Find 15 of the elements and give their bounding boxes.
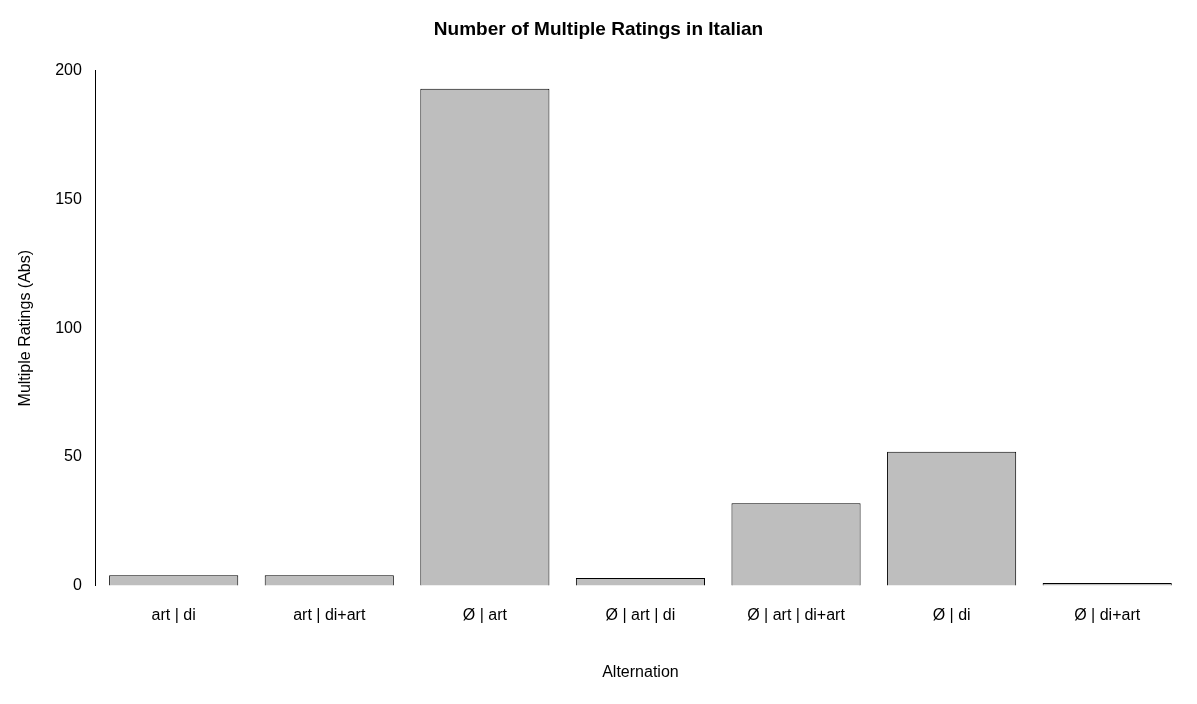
- x-tick-label: Ø | art | di+art: [747, 605, 846, 623]
- y-tick-label: 50: [64, 447, 82, 465]
- x-axis-title: Alternation: [602, 662, 679, 680]
- x-tick-label: Ø | di+art: [1074, 605, 1141, 623]
- x-tick-label: Ø | di: [932, 605, 971, 623]
- y-tick-label: 0: [72, 576, 82, 594]
- x-tick-label: art | di+art: [293, 605, 366, 623]
- chart-title: Number of Multiple Ratings in Italian: [433, 17, 764, 39]
- x-tick-label: Ø | art | di: [605, 605, 676, 623]
- y-tick-label: 200: [55, 61, 82, 79]
- x-tick-label: art | di: [151, 605, 196, 623]
- y-tick-label: 100: [55, 318, 82, 336]
- y-tick-label: 150: [55, 189, 82, 207]
- y-axis-title: Multiple Ratings (Abs): [16, 249, 34, 407]
- x-tick-label: Ø | art: [462, 605, 508, 623]
